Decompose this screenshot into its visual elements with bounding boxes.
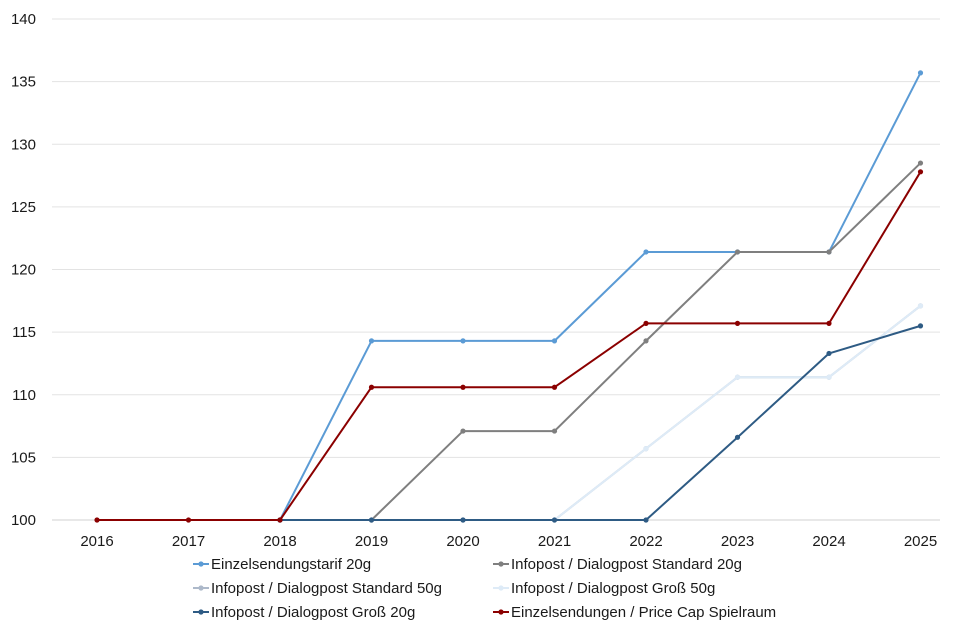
- legend-label: Einzelsendungen / Price Cap Spielraum: [511, 604, 776, 621]
- legend-item: Infopost / Dialogpost Standard 20g: [493, 556, 742, 573]
- data-point: [826, 374, 832, 380]
- series-4: [277, 323, 924, 523]
- x-tick-label: 2016: [80, 533, 113, 550]
- data-point: [643, 249, 649, 255]
- data-point: [277, 517, 283, 523]
- series-3: [277, 303, 924, 523]
- data-point: [551, 338, 558, 344]
- legend-marker: [498, 585, 504, 591]
- gridlines: [52, 18, 940, 521]
- legend-item: Infopost / Dialogpost Groß 20g: [193, 604, 415, 621]
- series-line: [280, 162, 922, 521]
- data-point: [917, 169, 924, 175]
- x-tick-label: 2020: [446, 533, 479, 550]
- data-point: [734, 320, 741, 326]
- y-tick-label: 115: [12, 324, 36, 341]
- series-2: [277, 303, 924, 523]
- legend-item: Infopost / Dialogpost Standard 50g: [193, 580, 442, 597]
- series-lines: [94, 70, 924, 523]
- data-point: [734, 434, 741, 440]
- data-point: [917, 303, 924, 309]
- y-tick-label: 140: [11, 11, 36, 28]
- data-point: [826, 320, 832, 326]
- legend-marker: [198, 585, 204, 591]
- series-5: [94, 169, 924, 523]
- legend-label: Infopost / Dialogpost Standard 20g: [511, 556, 742, 573]
- data-point: [917, 160, 924, 166]
- legend-label: Infopost / Dialogpost Standard 50g: [211, 580, 442, 597]
- series-line: [280, 305, 922, 521]
- series-line: [280, 305, 922, 521]
- data-point: [551, 384, 558, 390]
- data-point: [368, 384, 375, 390]
- x-tick-label: 2025: [904, 533, 937, 550]
- legend-item: Einzelsendungen / Price Cap Spielraum: [493, 604, 776, 621]
- y-tick-label: 105: [11, 449, 36, 466]
- data-point: [643, 320, 649, 326]
- data-point: [185, 517, 192, 523]
- data-point: [643, 517, 649, 523]
- data-point: [917, 70, 924, 76]
- data-point: [368, 338, 375, 344]
- data-point: [917, 323, 924, 329]
- legend-marker: [198, 609, 204, 615]
- y-tick-label: 135: [11, 74, 36, 91]
- y-tick-label: 100: [11, 512, 36, 529]
- x-tick-label: 2022: [629, 533, 662, 550]
- legend: Einzelsendungstarif 20g Infopost / Dialog…: [193, 556, 776, 621]
- legend-item: Einzelsendungstarif 20g: [193, 556, 371, 573]
- y-axis-ticks: 100 105 110 115 120 125 130 135 140: [11, 11, 36, 529]
- series-line: [279, 72, 922, 521]
- data-point: [460, 428, 466, 434]
- x-tick-label: 2019: [355, 533, 388, 550]
- data-point: [551, 517, 558, 523]
- y-tick-label: 125: [11, 199, 36, 216]
- legend-label: Infopost / Dialogpost Groß 20g: [211, 604, 415, 621]
- data-point: [460, 517, 466, 523]
- x-tick-label: 2024: [812, 533, 845, 550]
- series-line: [280, 324, 921, 521]
- legend-marker: [498, 609, 504, 615]
- x-tick-label: 2023: [721, 533, 754, 550]
- data-point: [643, 338, 649, 344]
- x-tick-label: 2018: [263, 533, 296, 550]
- series-0: [277, 70, 924, 523]
- data-point: [94, 517, 100, 523]
- y-tick-label: 120: [11, 262, 36, 279]
- y-tick-label: 130: [11, 136, 36, 153]
- data-point: [734, 249, 741, 255]
- data-point: [368, 517, 375, 523]
- x-tick-label: 2017: [172, 533, 205, 550]
- legend-item: Infopost / Dialogpost Groß 50g: [493, 580, 715, 597]
- legend-marker: [498, 561, 504, 567]
- data-point: [643, 446, 649, 452]
- y-tick-label: 110: [12, 387, 36, 404]
- x-axis-ticks: 2016 2017 2018 2019 2020 2021 2022 2023 2024 2025: [80, 533, 937, 550]
- series-line: [97, 171, 922, 521]
- data-point: [551, 428, 558, 434]
- legend-marker: [198, 561, 204, 567]
- data-point: [826, 249, 832, 255]
- data-point: [826, 350, 832, 357]
- x-tick-label: 2021: [538, 533, 571, 550]
- legend-label: Einzelsendungstarif 20g: [211, 556, 371, 573]
- data-point: [460, 384, 466, 390]
- data-point: [460, 338, 466, 344]
- data-point: [734, 374, 741, 380]
- legend-label: Infopost / Dialogpost Groß 50g: [511, 580, 715, 597]
